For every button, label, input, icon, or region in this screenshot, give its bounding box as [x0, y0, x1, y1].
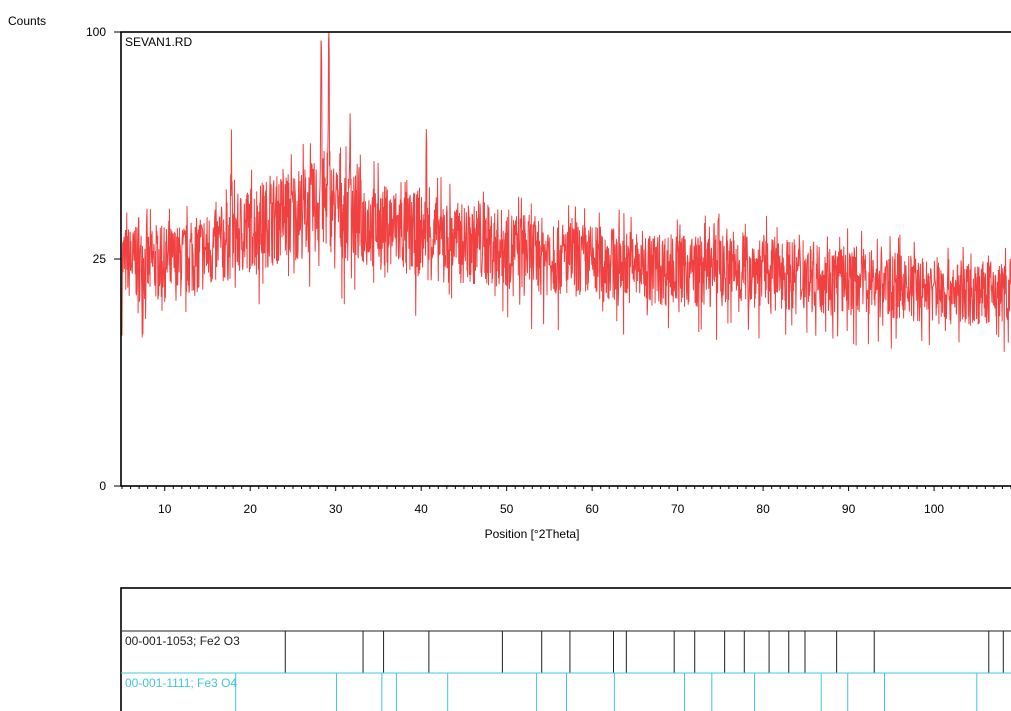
- reference-patterns: 00-001-1053; Fe2 O3 00-001-1111; Fe3 O4: [121, 630, 1011, 711]
- x-tick-label: 10: [158, 502, 172, 516]
- y-axis-label: Counts: [8, 14, 46, 28]
- diffraction-trace-line: [121, 31, 1011, 352]
- x-tick-label: 50: [500, 502, 514, 516]
- plot-frame: [120, 31, 1011, 487]
- x-tick-label: 20: [244, 502, 258, 516]
- x-tick-label: 100: [924, 502, 944, 516]
- reference-pattern-label: 00-001-1111; Fe3 O4: [125, 676, 237, 690]
- y-tick-label: 0: [99, 479, 106, 493]
- diffraction-trace: [121, 31, 1011, 352]
- sample-label: SEVAN1.RD: [125, 35, 192, 49]
- y-axis: 0 25 100: [86, 25, 121, 493]
- x-axis-label: Position [°2Theta]: [485, 527, 580, 541]
- reference-pattern-label: 00-001-1053; Fe2 O3: [125, 634, 240, 648]
- x-tick-label: 90: [842, 502, 856, 516]
- x-tick-label: 40: [415, 502, 429, 516]
- x-tick-label: 30: [329, 502, 343, 516]
- reference-panel-frame: [120, 587, 1011, 711]
- x-tick-label: 80: [756, 502, 770, 516]
- y-tick-label: 25: [93, 252, 107, 266]
- x-tick-label: 70: [671, 502, 685, 516]
- y-tick-label: 100: [86, 25, 106, 39]
- x-tick-label: 60: [585, 502, 599, 516]
- x-axis: 10 20 30 40 50 60 70 80 90 100: [121, 486, 1011, 516]
